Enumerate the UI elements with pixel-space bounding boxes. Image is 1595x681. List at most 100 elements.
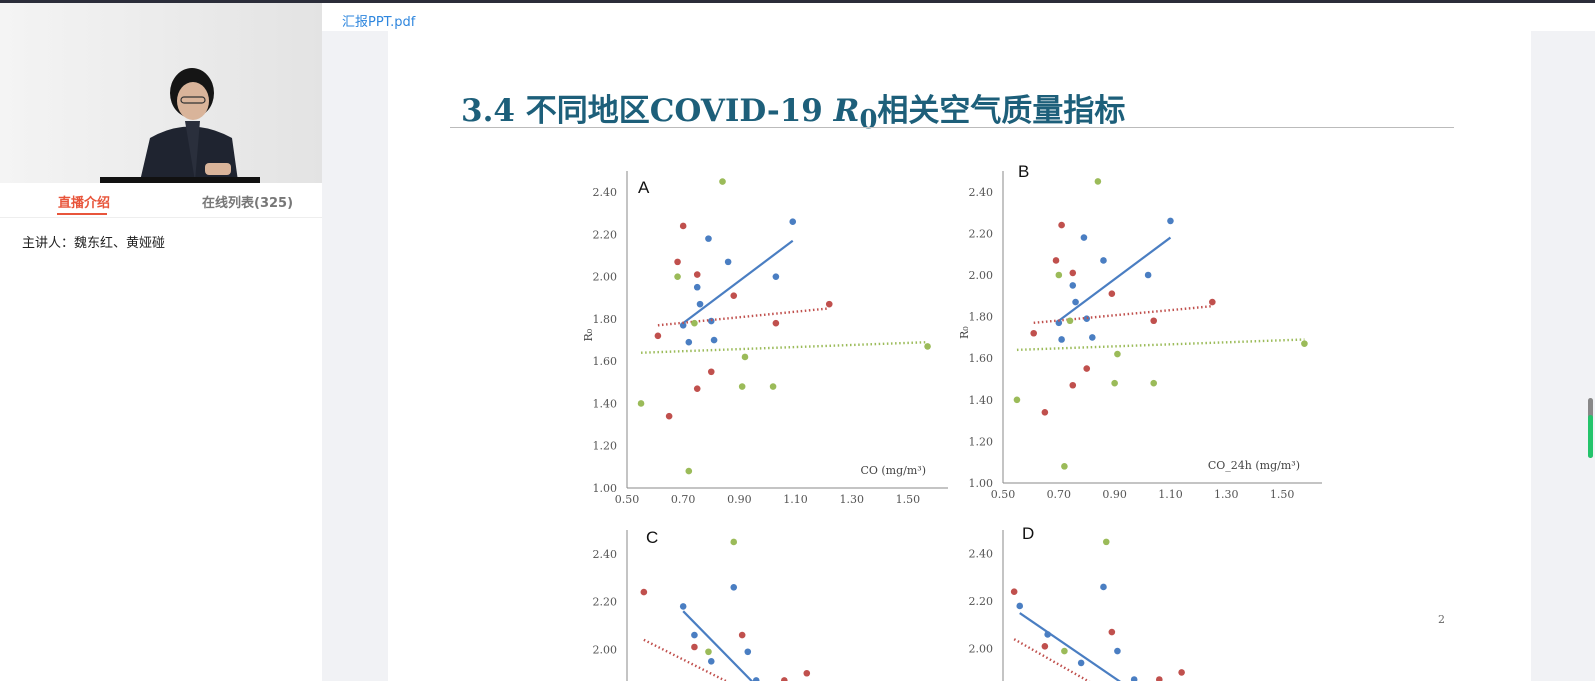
chart-c-y-tick-label: 2.00 [593,643,618,656]
chart-b-point-red [1052,257,1060,264]
chart-a-point-red [654,332,662,340]
chart-b-point-green [1114,350,1121,358]
chart-d-trendline-blue [1019,612,1122,681]
presenter-video[interactable] [0,3,322,183]
chart-c-trendline-blue [682,610,754,681]
chart-c-y-tick-label: 2.20 [593,596,618,609]
chart-b-x-tick-label: 1.10 [1158,488,1183,501]
chart-a-x-tick-label: 1.50 [896,493,921,506]
chart-d-point-blue [1114,647,1121,655]
chart-a-y-tick-label: 2.00 [593,271,618,284]
chart-a-panel-label: A [638,178,650,197]
chart-d-point-blue [1100,583,1107,591]
chart-b-point-blue [1083,315,1091,322]
file-name-link[interactable]: 汇报PPT.pdf [342,15,416,30]
chart-b-y-tick-label: 1.00 [969,477,994,490]
chart-b-point-blue [1167,217,1174,225]
chart-a-trendline-blue [682,239,794,325]
chart-d-point-red [1178,669,1185,676]
chart-b-y-tick-label: 1.40 [969,394,994,407]
chart-b-trendline-blue [1058,236,1172,322]
chart-a-point-blue [710,336,718,344]
pdf-viewer[interactable]: 3.4 不同地区COVID-19 R0相关空气质量指标 1.00 1.20 1.40… [322,31,1595,681]
scroll-indicator-thumb[interactable] [1588,415,1593,458]
sidebar-tabs: 直播介绍 在线列表(325) [0,183,322,218]
slide-page: 3.4 不同地区COVID-19 R0相关空气质量指标 1.00 1.20 1.40… [388,31,1531,681]
chart-a-trendline-green [641,340,928,354]
chart-a-point-green [674,273,681,280]
chart-b-y-tick-label: 1.60 [969,352,994,365]
chart-b-point-green [1094,178,1102,185]
page-number: 2 [1438,613,1445,626]
chart-a-point-blue [696,300,704,308]
chart-b-point-green [1061,463,1068,470]
slide-title-prefix: 3.4 不同地区COVID-19 [461,93,834,129]
chart-a-point-red [679,222,687,230]
chart-c-point-blue [691,631,698,639]
chart-a-x-tick-label: 0.90 [727,493,752,506]
chart-c-y-tick-label: 2.40 [593,548,618,561]
chart-b-point-blue [1080,234,1088,241]
chart-c-point-green [730,538,738,546]
chart-a-point-blue [693,283,701,291]
chart-b-point-red [1108,290,1116,298]
chart-b-point-blue [1069,282,1077,289]
tab-live-intro[interactable]: 直播介绍 [58,196,111,211]
active-tab-underline [57,213,107,215]
chart-b-point-green [1150,379,1158,387]
chart-b-x-tick-label: 0.70 [1047,488,1072,501]
chart-d-point-red [1108,628,1116,636]
chart-c-point-red [803,669,811,677]
chart-a-point-blue [685,338,693,346]
chart-a-y-tick-label: 1.60 [593,355,618,368]
chart-a-point-green [691,319,698,327]
chart-a-point-green [685,467,693,475]
chart-b-point-blue [1144,271,1152,279]
chart-a-point-red [674,258,681,266]
chart-b-x-tick-label: 0.90 [1102,488,1127,501]
chart-d-panel-label: D [1022,524,1034,543]
chart-b-x-tick-label: 0.50 [991,488,1016,501]
chart-b-y-tick-label: 2.20 [969,227,994,240]
chart-a-point-green [637,400,645,407]
chart-b-point-blue [1055,319,1063,327]
chart-a-point-red [693,271,701,278]
chart-c-point-blue [752,677,760,681]
chart-a-point-red [772,319,780,327]
chart-a-x-axis-label: CO (mg/m³) [860,464,926,477]
chart-a-y-tick-label: 1.80 [593,313,618,326]
scatter-charts: 1.00 1.20 1.40 1.60 1.80 2.00 2.20 2.40 0.50 0.70… [582,162,1322,681]
window-top-border [0,0,1595,3]
chart-b-point-red [1030,329,1037,337]
chart-b-point-red [1041,408,1049,416]
chart-c-point-blue [730,584,738,591]
chart-a-y-tick-label: 2.40 [593,186,618,199]
chart-b-point-blue [1089,334,1096,341]
chart-d-point-red [1041,642,1049,650]
chart-b-y-tick-label: 1.20 [969,435,994,448]
chart-b-y-axis-label: R₀ [958,326,971,339]
chart-a-y-tick-label: 1.00 [593,482,618,495]
chart-b-point-red [1209,298,1216,306]
chart-a-point-red [730,292,738,299]
chart-a-point-blue [789,218,797,226]
chart-a-point-green [769,383,777,390]
chart-a-x-tick-label: 0.70 [671,493,696,506]
presenter-text: 主讲人：魏东红、黄娅碰 [22,236,166,251]
chart-b-point-red [1150,317,1158,325]
chart-b-x-tick-label: 1.50 [1270,488,1295,501]
slide-title-r: R [833,93,860,129]
chart-a-point-blue [724,258,732,266]
chart-b-point-green [1055,271,1063,279]
chart-d-point-green [1061,647,1068,655]
chart-a-point-blue [679,321,687,329]
chart-c-panel-label: C [646,528,658,547]
chart-d-point-red [1010,588,1018,596]
chart-d-y-tick-label: 2.20 [969,595,994,608]
chart-a-x-tick-label: 1.30 [839,493,864,506]
chart-b-point-blue [1100,257,1107,264]
file-bar: 汇报PPT.pdf [322,3,1595,31]
chart-c-trendline-red [643,638,729,681]
tab-online-list[interactable]: 在线列表(325) [202,196,294,211]
chart-c-point-red [738,631,746,639]
